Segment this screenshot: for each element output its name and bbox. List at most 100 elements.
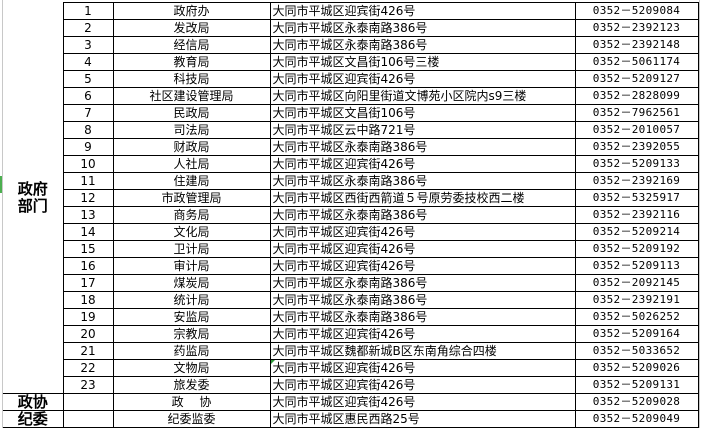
row-number[interactable]: 3 bbox=[62, 36, 114, 54]
department-address[interactable]: 大同市平城区迎宾街426号 bbox=[269, 376, 576, 394]
department-phone[interactable]: 0352－5209127 bbox=[574, 70, 699, 88]
row-number[interactable]: 9 bbox=[62, 138, 114, 156]
department-address[interactable]: 大同市平城区永泰南路386号 bbox=[269, 308, 576, 326]
department-address[interactable]: 大同市平城区迎宾街426号 bbox=[269, 155, 576, 173]
department-name[interactable]: 科技局 bbox=[112, 70, 271, 88]
department-name[interactable]: 纪委监委 bbox=[112, 410, 271, 428]
department-address[interactable]: 大同市平城区永泰南路386号 bbox=[269, 172, 576, 190]
department-phone[interactable]: 0352－5209113 bbox=[574, 257, 699, 275]
department-address[interactable]: 大同市平城区迎宾街426号 bbox=[269, 359, 576, 377]
department-address[interactable]: 大同市平城区迎宾街426号 bbox=[269, 2, 576, 20]
department-address[interactable]: 大同市平城区迎宾街426号 bbox=[269, 325, 576, 343]
department-name[interactable]: 经信局 bbox=[112, 36, 271, 54]
department-address[interactable]: 大同市平城区永泰南路386号 bbox=[269, 36, 576, 54]
department-phone[interactable]: 0352－2392116 bbox=[574, 206, 699, 224]
department-address[interactable]: 大同市平城区云中路721号 bbox=[269, 121, 576, 139]
department-address[interactable]: 大同市平城区文昌街106号三楼 bbox=[269, 53, 576, 71]
row-number[interactable]: 5 bbox=[62, 70, 114, 88]
department-address[interactable]: 大同市平城区迎宾街426号 bbox=[269, 223, 576, 241]
row-number[interactable]: 15 bbox=[62, 240, 114, 258]
department-name[interactable]: 商务局 bbox=[112, 206, 271, 224]
row-number[interactable]: 21 bbox=[62, 342, 114, 360]
department-phone[interactable]: 0352－5209131 bbox=[574, 376, 699, 394]
department-phone[interactable]: 0352－2828099 bbox=[574, 87, 699, 105]
department-name[interactable]: 统计局 bbox=[112, 291, 271, 309]
department-address[interactable]: 大同市平城区永泰南路386号 bbox=[269, 19, 576, 37]
row-number[interactable]: 6 bbox=[62, 87, 114, 105]
department-address[interactable]: 大同市平城区文昌街106号 bbox=[269, 104, 576, 122]
department-address[interactable]: 大同市平城区惠民西路25号 bbox=[269, 410, 576, 428]
department-address[interactable]: 大同市平城区迎宾街426号 bbox=[269, 70, 576, 88]
department-name[interactable]: 住建局 bbox=[112, 172, 271, 190]
row-number[interactable]: 22 bbox=[62, 359, 114, 377]
department-name[interactable]: 文化局 bbox=[112, 223, 271, 241]
department-phone[interactable]: 0352－5209084 bbox=[574, 2, 699, 20]
department-name[interactable]: 市政管理局 bbox=[112, 189, 271, 207]
row-number[interactable]: 16 bbox=[62, 257, 114, 275]
department-name[interactable]: 审计局 bbox=[112, 257, 271, 275]
row-number[interactable] bbox=[62, 393, 114, 411]
department-phone[interactable]: 0352－2392191 bbox=[574, 291, 699, 309]
department-name[interactable]: 政府办 bbox=[112, 2, 271, 20]
row-number[interactable]: 10 bbox=[62, 155, 114, 173]
department-address[interactable]: 大同市平城区向阳里街道文博苑小区院内s9三楼 bbox=[269, 87, 576, 105]
row-number[interactable]: 2 bbox=[62, 19, 114, 37]
department-name[interactable]: 政 协 bbox=[112, 393, 271, 411]
department-name[interactable]: 煤炭局 bbox=[112, 274, 271, 292]
department-name[interactable]: 社区建设管理局 bbox=[112, 87, 271, 105]
department-phone[interactable]: 0352－5209214 bbox=[574, 223, 699, 241]
department-phone[interactable]: 0352－5209028 bbox=[574, 393, 699, 411]
department-phone[interactable]: 0352－2392123 bbox=[574, 19, 699, 37]
sheet-next-column[interactable] bbox=[699, 0, 706, 428]
department-name[interactable]: 发改局 bbox=[112, 19, 271, 37]
row-number[interactable]: 19 bbox=[62, 308, 114, 326]
department-phone[interactable]: 0352－5209049 bbox=[574, 410, 699, 428]
department-address[interactable]: 大同市平城区迎宾街426号 bbox=[269, 257, 576, 275]
department-address[interactable]: 大同市平城区永泰南路386号 bbox=[269, 206, 576, 224]
department-address[interactable]: 大同市平城区永泰南路386号 bbox=[269, 291, 576, 309]
group-label-cppcc[interactable]: 政协 bbox=[3, 393, 64, 411]
row-number[interactable]: 1 bbox=[62, 2, 114, 20]
department-phone[interactable]: 0352－2010057 bbox=[574, 121, 699, 139]
department-phone[interactable]: 0352－2392055 bbox=[574, 138, 699, 156]
department-phone[interactable]: 0352－5325917 bbox=[574, 189, 699, 207]
department-phone[interactable]: 0352－5061174 bbox=[574, 53, 699, 71]
department-address[interactable]: 大同市平城区魏都新城B区东南角综合四楼 bbox=[269, 342, 576, 360]
department-phone[interactable]: 0352－5209192 bbox=[574, 240, 699, 258]
row-number[interactable]: 20 bbox=[62, 325, 114, 343]
department-name[interactable]: 教育局 bbox=[112, 53, 271, 71]
department-address[interactable]: 大同市平城区迎宾街426号 bbox=[269, 240, 576, 258]
row-number[interactable]: 14 bbox=[62, 223, 114, 241]
row-number[interactable]: 7 bbox=[62, 104, 114, 122]
department-phone[interactable]: 0352－5209026 bbox=[574, 359, 699, 377]
department-address[interactable]: 大同市平城区西街西箭道５号原劳委技校西二楼 bbox=[269, 189, 576, 207]
department-name[interactable]: 卫计局 bbox=[112, 240, 271, 258]
row-number[interactable]: 18 bbox=[62, 291, 114, 309]
group-label-discipline[interactable]: 纪委 bbox=[3, 410, 64, 428]
row-number[interactable]: 8 bbox=[62, 121, 114, 139]
department-address[interactable]: 大同市平城区永泰南路386号 bbox=[269, 138, 576, 156]
department-phone[interactable]: 0352－7962561 bbox=[574, 104, 699, 122]
row-number[interactable] bbox=[62, 410, 114, 428]
department-phone[interactable]: 0352－5209133 bbox=[574, 155, 699, 173]
row-number[interactable]: 4 bbox=[62, 53, 114, 71]
department-name[interactable]: 药监局 bbox=[112, 342, 271, 360]
department-phone[interactable]: 0352－5033652 bbox=[574, 342, 699, 360]
department-phone[interactable]: 0352－5209164 bbox=[574, 325, 699, 343]
department-name[interactable]: 旅发委 bbox=[112, 376, 271, 394]
department-name[interactable]: 司法局 bbox=[112, 121, 271, 139]
group-label-government[interactable]: 政府 部门 bbox=[3, 2, 64, 394]
department-name[interactable]: 人社局 bbox=[112, 155, 271, 173]
department-name[interactable]: 财政局 bbox=[112, 138, 271, 156]
department-phone[interactable]: 0352－2392148 bbox=[574, 36, 699, 54]
department-name[interactable]: 宗教局 bbox=[112, 325, 271, 343]
department-phone[interactable]: 0352－2392169 bbox=[574, 172, 699, 190]
row-number[interactable]: 12 bbox=[62, 189, 114, 207]
department-name[interactable]: 安监局 bbox=[112, 308, 271, 326]
row-number[interactable]: 17 bbox=[62, 274, 114, 292]
department-name[interactable]: 民政局 bbox=[112, 104, 271, 122]
department-phone[interactable]: 0352－5026252 bbox=[574, 308, 699, 326]
department-phone[interactable]: 0352－2092145 bbox=[574, 274, 699, 292]
department-address[interactable]: 大同市平城区迎宾街426号 bbox=[269, 393, 576, 411]
row-number[interactable]: 11 bbox=[62, 172, 114, 190]
